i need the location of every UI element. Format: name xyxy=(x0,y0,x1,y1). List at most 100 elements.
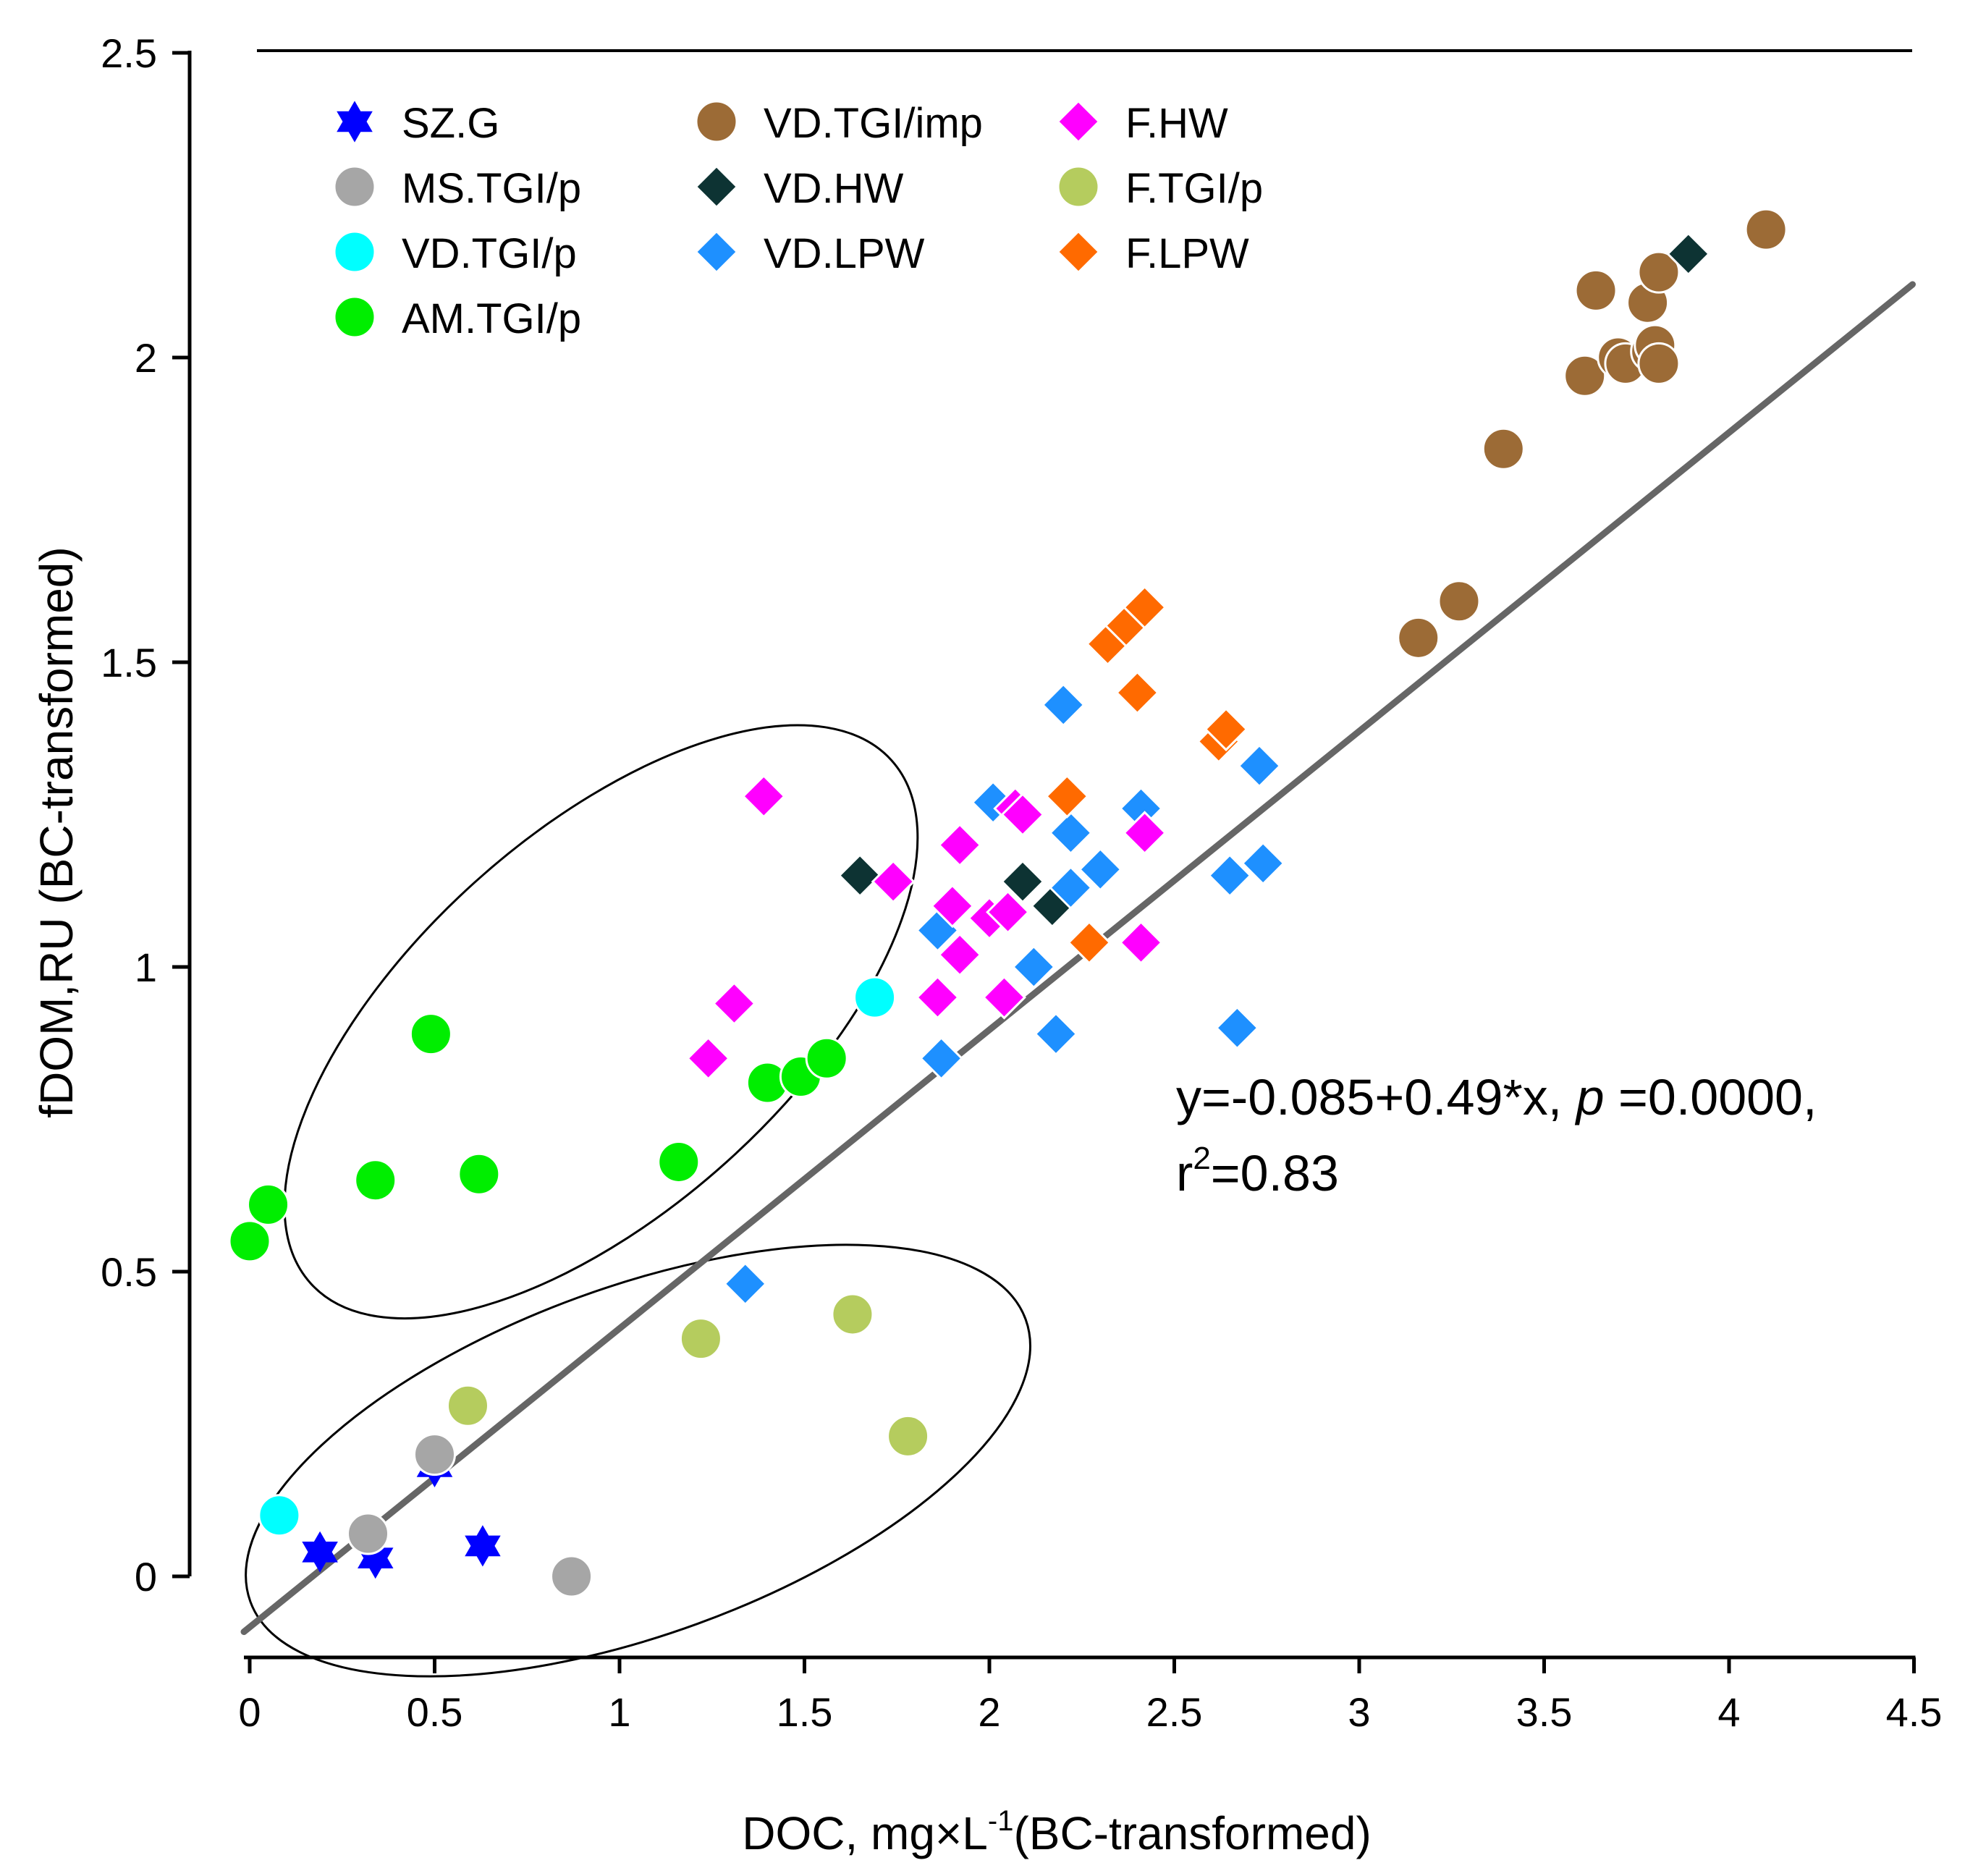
data-point xyxy=(871,859,916,904)
data-point xyxy=(1115,670,1159,715)
legend-marker xyxy=(1056,229,1101,274)
y-tick-label: 2.5 xyxy=(101,30,157,76)
series-am-tgi-p xyxy=(228,1013,848,1263)
regression-equation: y=-0.085+0.49*x, p =0.0000, xyxy=(1176,1069,1817,1125)
y-axis-title: fDOM,RU (BC-transformed) xyxy=(30,546,83,1117)
series-sz-g xyxy=(302,1445,501,1579)
legend-label: VD.LPW xyxy=(764,230,925,277)
data-point xyxy=(1563,354,1607,397)
data-point xyxy=(741,774,786,819)
data-point xyxy=(937,932,982,977)
data-point xyxy=(711,981,756,1026)
data-point xyxy=(930,884,975,929)
data-point xyxy=(1241,841,1285,886)
regression-line xyxy=(240,281,1916,1636)
data-point xyxy=(679,1317,722,1361)
x-tick-label: 0 xyxy=(238,1689,261,1735)
cluster-ellipses xyxy=(245,724,1031,1678)
data-point xyxy=(1123,811,1167,855)
data-point xyxy=(853,976,897,1019)
legend-label: F.LPW xyxy=(1125,230,1249,277)
data-point xyxy=(413,1433,456,1476)
data-point xyxy=(837,853,882,898)
legend-label: F.TGI/p xyxy=(1125,165,1263,212)
data-point xyxy=(981,975,1026,1020)
data-point xyxy=(1048,866,1093,910)
data-point xyxy=(1041,683,1086,727)
series-f-hw xyxy=(686,774,1167,1081)
data-point xyxy=(1123,585,1167,630)
data-point xyxy=(831,1293,874,1336)
x-axis-title-sup: -1 xyxy=(988,1805,1014,1837)
legend-label: F.HW xyxy=(1125,100,1228,147)
data-point xyxy=(1000,859,1045,904)
data-point xyxy=(1044,774,1089,819)
x-tick-label: 3 xyxy=(1348,1689,1370,1735)
x-tick-label: 2 xyxy=(978,1689,1000,1735)
y-tick-label: 2 xyxy=(135,335,157,381)
legend: SZ.G MS.TGI/p VD.TGI/p AM.TGI/p VD.TGI/imp VD… xyxy=(333,99,1263,342)
data-point xyxy=(247,1183,290,1226)
legend-label: SZ.G xyxy=(402,100,499,147)
data-point xyxy=(228,1220,271,1263)
legend-marker xyxy=(337,101,373,143)
p-value-text: =0.0000, xyxy=(1605,1069,1817,1125)
data-point xyxy=(1207,853,1252,898)
data-points xyxy=(228,208,1788,1598)
x-axis-title: DOC, mg×L-1(BC-transformed) xyxy=(742,1805,1372,1859)
data-point xyxy=(446,1384,489,1427)
x-tick-label: 4.5 xyxy=(1886,1689,1943,1735)
data-point xyxy=(723,1262,768,1306)
data-point xyxy=(1048,811,1093,855)
y-tick-label: 0 xyxy=(135,1554,157,1600)
cluster-ellipse xyxy=(245,1243,1031,1678)
x-tick-label: 1.5 xyxy=(777,1689,833,1735)
legend-label: MS.TGI/p xyxy=(402,165,581,212)
data-point xyxy=(1744,208,1788,251)
legend-marker xyxy=(1056,99,1101,144)
data-point xyxy=(1034,1012,1078,1057)
series-vd-tgi-p xyxy=(258,976,897,1537)
x-tick-label: 0.5 xyxy=(407,1689,463,1735)
p-symbol: p xyxy=(1575,1069,1605,1125)
data-point xyxy=(409,1013,452,1056)
x-ticks: 0 0.5 1 1.5 2 2.5 3 3.5 4 4.5 xyxy=(238,1657,1942,1735)
data-point xyxy=(805,1036,848,1080)
data-point xyxy=(657,1140,701,1183)
x-tick-label: 2.5 xyxy=(1146,1689,1203,1735)
legend-marker xyxy=(695,100,738,143)
x-tick-label: 1 xyxy=(608,1689,630,1735)
y-tick-label: 1.5 xyxy=(101,640,157,685)
equation-text: y=-0.085+0.49*x, xyxy=(1176,1069,1576,1125)
legend-marker xyxy=(694,164,739,209)
legend-label: AM.TGI/p xyxy=(402,295,581,342)
legend-label: VD.TGI/p xyxy=(402,230,577,277)
data-point xyxy=(1437,580,1481,623)
data-point xyxy=(1666,232,1711,276)
y-tick-label: 0.5 xyxy=(101,1249,157,1295)
data-point xyxy=(1204,707,1248,752)
data-point xyxy=(302,1531,338,1573)
data-point xyxy=(1482,427,1525,470)
x-tick-label: 3.5 xyxy=(1516,1689,1573,1735)
legend-label: VD.HW xyxy=(764,165,904,212)
data-point xyxy=(465,1525,501,1567)
r-squared: r2=0.83 xyxy=(1176,1141,1339,1201)
r-squared-sup: 2 xyxy=(1193,1141,1210,1176)
series-vd-tgi-imp xyxy=(1397,208,1788,659)
data-point xyxy=(919,1036,964,1081)
data-point xyxy=(457,1152,501,1196)
series-f-tgi-p xyxy=(446,1293,930,1458)
data-point xyxy=(1119,920,1163,965)
data-point xyxy=(550,1555,593,1598)
series-vd-lpw xyxy=(723,683,1285,1306)
y-ticks: 0 0.5 1 1.5 2 2.5 xyxy=(101,30,190,1600)
x-tick-label: 4 xyxy=(1717,1689,1740,1735)
data-point xyxy=(915,975,960,1020)
legend-marker xyxy=(694,229,739,274)
series-vd-hw xyxy=(837,232,1711,929)
data-point xyxy=(354,1159,397,1202)
legend-marker xyxy=(333,165,376,208)
data-point xyxy=(986,890,1031,934)
data-point xyxy=(1214,1005,1259,1050)
